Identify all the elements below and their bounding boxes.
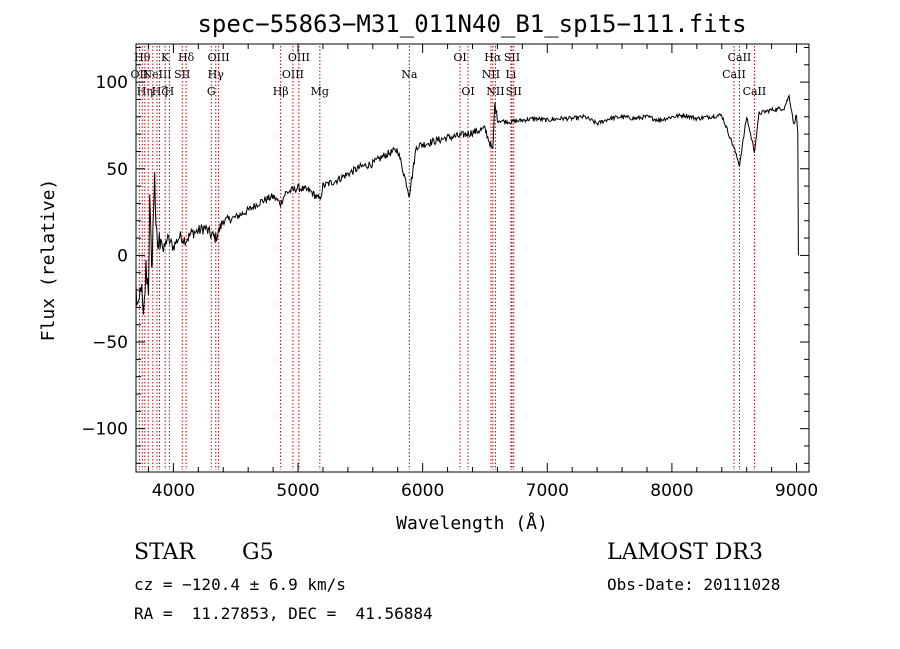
emission-line-label: K xyxy=(161,51,170,64)
emission-line-label: Hζ xyxy=(152,85,168,98)
survey-name: LAMOST DR3 xyxy=(607,540,763,565)
emission-line-label: SII xyxy=(506,85,522,98)
x-tick-label: 6000 xyxy=(401,481,444,501)
x-tick-label: 9000 xyxy=(775,481,818,501)
emission-line-label: NII xyxy=(486,85,504,98)
emission-line-label: OII xyxy=(131,68,149,81)
x-tick-label: 5000 xyxy=(276,481,319,501)
y-tick-label: 100 xyxy=(96,73,128,93)
y-tick-label: 0 xyxy=(117,246,128,266)
emission-line-label: Li xyxy=(505,68,516,81)
emission-line-markers: OII Hθ Hη NeIII Hζ K H SII Hδ G Hγ OIII Hβ OIII OIII Mg… xyxy=(131,46,767,470)
emission-line-label: Hβ xyxy=(273,85,289,98)
x-tick-label: 7000 xyxy=(526,481,569,501)
plot-frame xyxy=(135,43,810,473)
emission-line-label: Hα xyxy=(484,51,502,64)
emission-line-label: OIII xyxy=(282,68,304,81)
emission-line-label: CaII xyxy=(722,68,746,81)
x-axis-ticks: 4000 5000 6000 7000 8000 9000 xyxy=(147,44,818,501)
emission-line-label: NII xyxy=(482,68,500,81)
object-class: STAR xyxy=(134,540,195,565)
emission-line-label: G xyxy=(207,85,216,98)
x-tick-label: 4000 xyxy=(152,481,195,501)
emission-line-label: CaII xyxy=(743,85,767,98)
emission-line-label: Na xyxy=(401,68,418,81)
emission-line-label: Hη xyxy=(137,85,153,98)
y-tick-label: −100 xyxy=(81,420,128,440)
y-axis-ticks: −100 −50 0 50 100 xyxy=(81,46,809,464)
emission-line-label: OIII xyxy=(288,51,310,64)
emission-line-label: Hγ xyxy=(208,68,225,81)
emission-line-label: OIII xyxy=(208,51,230,64)
observation-date: Obs-Date: 20111028 xyxy=(607,575,781,594)
emission-line-label: OI xyxy=(453,51,466,64)
emission-line-label: Mg xyxy=(311,85,329,98)
redshift-velocity: cz = −120.4 ± 6.9 km/s xyxy=(134,575,346,594)
x-axis-label: Wavelength (Å) xyxy=(396,512,548,534)
chart-title: spec−55863−M31_011N40_B1_sp15−111.fits xyxy=(197,10,746,38)
y-tick-label: 50 xyxy=(106,160,128,180)
coordinates: RA = 11.27853, DEC = 41.56884 xyxy=(134,604,433,623)
emission-line-label: H xyxy=(165,85,175,98)
emission-line-label: SII xyxy=(504,51,520,64)
emission-line-label: SII xyxy=(174,68,190,81)
object-subclass: G5 xyxy=(242,540,274,565)
emission-line-label: OI xyxy=(461,85,474,98)
emission-line-label: NeIII xyxy=(142,68,171,81)
y-axis-label: Flux (relative) xyxy=(38,179,59,342)
x-tick-label: 8000 xyxy=(650,481,693,501)
spectrum-line xyxy=(135,94,799,315)
emission-line-label: Hθ xyxy=(134,51,151,64)
y-tick-label: −50 xyxy=(92,333,128,353)
emission-line-label: CaII xyxy=(728,51,752,64)
emission-line-label: Hδ xyxy=(178,51,195,64)
